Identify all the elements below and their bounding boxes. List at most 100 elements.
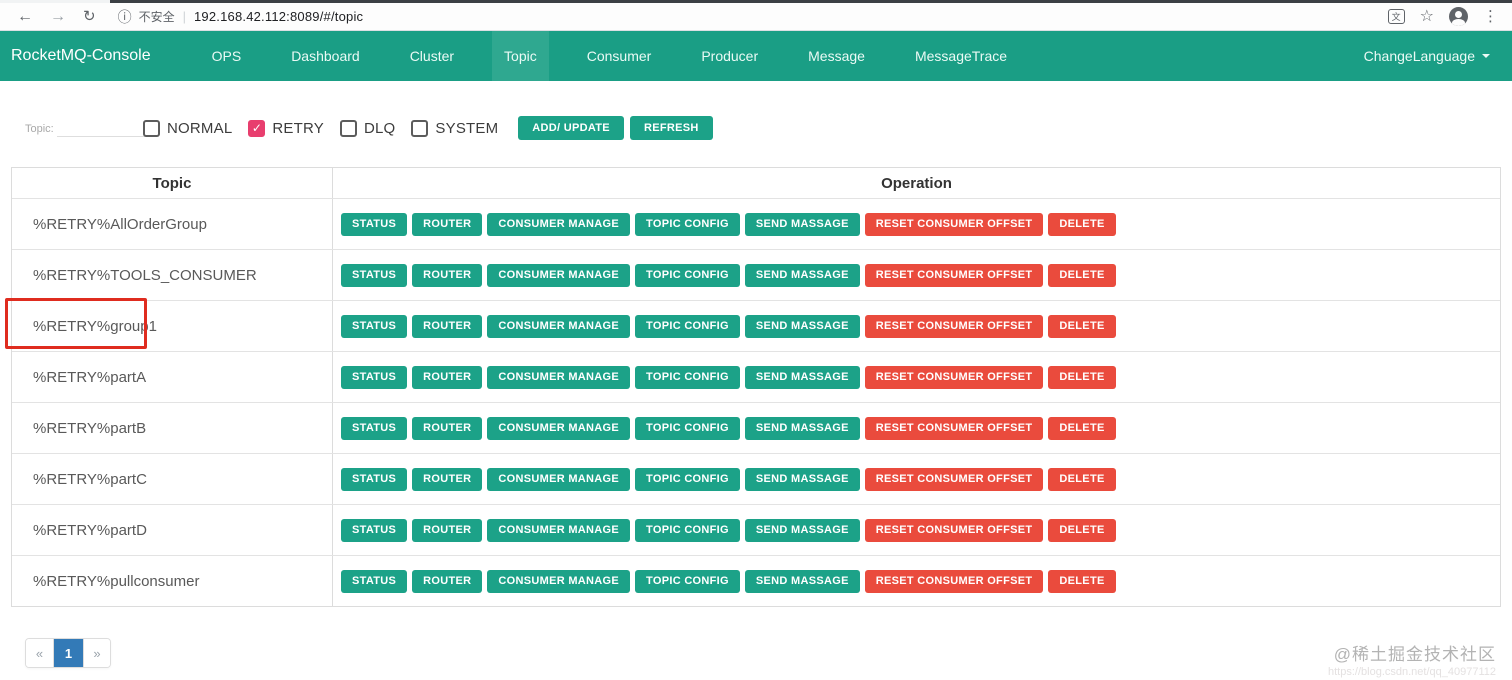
- filter-bar: Topic: NORMAL ✓ RETRY DLQ SYSTEM ADD/ UPDATE…: [25, 112, 713, 144]
- checkbox-label: DLQ: [363, 119, 396, 137]
- translate-icon[interactable]: 文: [1387, 9, 1405, 24]
- topic-config-button[interactable]: TOPIC CONFIG: [635, 518, 740, 542]
- nav-item-consumer[interactable]: Consumer: [586, 48, 652, 64]
- app-navbar: RocketMQ-Console OPS Dashboard Cluster Topi…: [0, 31, 1512, 81]
- url-separator: |: [182, 9, 186, 24]
- nav-item-message[interactable]: Message: [808, 48, 865, 64]
- send-massage-button[interactable]: SEND MASSAGE: [744, 263, 860, 287]
- topic-config-button[interactable]: TOPIC CONFIG: [635, 263, 740, 287]
- consumer-manage-button[interactable]: CONSUMER MANAGE: [487, 416, 631, 440]
- browser-reload-icon[interactable]: ↻: [83, 8, 96, 25]
- profile-avatar-icon[interactable]: [1449, 7, 1468, 26]
- nav-item-messagetrace[interactable]: MessageTrace: [914, 48, 1008, 64]
- send-massage-button[interactable]: SEND MASSAGE: [744, 416, 860, 440]
- consumer-manage-button[interactable]: CONSUMER MANAGE: [487, 518, 631, 542]
- nav-menu: OPS Dashboard Cluster Topic Consumer Producer…: [187, 31, 1032, 81]
- status-button[interactable]: STATUS: [341, 365, 408, 389]
- info-icon[interactable]: ⓘ: [117, 8, 132, 25]
- send-massage-button[interactable]: SEND MASSAGE: [744, 467, 860, 491]
- router-button[interactable]: ROUTER: [412, 416, 483, 440]
- router-button[interactable]: ROUTER: [412, 569, 483, 593]
- topic-config-button[interactable]: TOPIC CONFIG: [635, 365, 740, 389]
- filter-option-dlq[interactable]: DLQ: [339, 119, 396, 137]
- topic-search-input[interactable]: [56, 119, 147, 137]
- reset-consumer-offset-button[interactable]: RESET CONSUMER OFFSET: [864, 518, 1044, 542]
- reset-consumer-offset-button[interactable]: RESET CONSUMER OFFSET: [864, 212, 1044, 236]
- topic-config-button[interactable]: TOPIC CONFIG: [635, 467, 740, 491]
- consumer-manage-button[interactable]: CONSUMER MANAGE: [487, 314, 631, 338]
- reset-consumer-offset-button[interactable]: RESET CONSUMER OFFSET: [864, 416, 1044, 440]
- pagination-prev[interactable]: «: [26, 639, 53, 667]
- topic-config-button[interactable]: TOPIC CONFIG: [635, 314, 740, 338]
- consumer-manage-button[interactable]: CONSUMER MANAGE: [487, 212, 631, 236]
- status-button[interactable]: STATUS: [341, 212, 408, 236]
- nav-item-cluster[interactable]: Cluster: [409, 48, 455, 64]
- consumer-manage-button[interactable]: CONSUMER MANAGE: [487, 263, 631, 287]
- filter-option-retry[interactable]: ✓ RETRY: [248, 119, 324, 137]
- add-update-button[interactable]: ADD/ UPDATE: [518, 116, 624, 140]
- browser-menu-icon[interactable]: ⋮: [1483, 8, 1498, 25]
- filter-option-normal[interactable]: NORMAL: [143, 119, 232, 137]
- topic-config-button[interactable]: TOPIC CONFIG: [635, 569, 740, 593]
- table-row: %RETRY%partA STATUS ROUTER CONSUMER MANAGE…: [12, 351, 1500, 402]
- table-row: %RETRY%partB STATUS ROUTER CONSUMER MANAGE…: [12, 402, 1500, 453]
- refresh-button[interactable]: REFRESH: [629, 116, 713, 140]
- bookmark-star-icon[interactable]: ☆: [1419, 7, 1434, 25]
- topic-config-button[interactable]: TOPIC CONFIG: [635, 416, 740, 440]
- operation-cell: STATUS ROUTER CONSUMER MANAGE TOPIC CONFIG S…: [333, 301, 1500, 351]
- delete-button[interactable]: DELETE: [1048, 518, 1116, 542]
- reset-consumer-offset-button[interactable]: RESET CONSUMER OFFSET: [864, 569, 1044, 593]
- router-button[interactable]: ROUTER: [412, 467, 483, 491]
- status-button[interactable]: STATUS: [341, 569, 408, 593]
- status-button[interactable]: STATUS: [341, 416, 408, 440]
- nav-item-producer[interactable]: Producer: [701, 48, 759, 64]
- pagination-next[interactable]: »: [83, 639, 110, 667]
- address-bar[interactable]: ⓘ 不安全 | 192.168.42.112:8089/#/topic: [118, 7, 1388, 27]
- reset-consumer-offset-button[interactable]: RESET CONSUMER OFFSET: [864, 365, 1044, 389]
- send-massage-button[interactable]: SEND MASSAGE: [744, 569, 860, 593]
- filter-option-system[interactable]: SYSTEM: [411, 119, 498, 137]
- checkbox-system[interactable]: [411, 119, 429, 137]
- delete-button[interactable]: DELETE: [1048, 212, 1116, 236]
- topic-config-button[interactable]: TOPIC CONFIG: [635, 212, 740, 236]
- router-button[interactable]: ROUTER: [412, 263, 483, 287]
- consumer-manage-button[interactable]: CONSUMER MANAGE: [487, 467, 631, 491]
- status-button[interactable]: STATUS: [341, 518, 408, 542]
- brand-title[interactable]: RocketMQ-Console: [11, 47, 151, 64]
- change-language-menu[interactable]: ChangeLanguage: [1364, 31, 1490, 81]
- reset-consumer-offset-button[interactable]: RESET CONSUMER OFFSET: [864, 263, 1044, 287]
- table-row: %RETRY%partC STATUS ROUTER CONSUMER MANAGE…: [12, 453, 1500, 504]
- status-button[interactable]: STATUS: [341, 263, 408, 287]
- status-button[interactable]: STATUS: [341, 314, 408, 338]
- nav-item-dashboard[interactable]: Dashboard: [291, 48, 360, 64]
- delete-button[interactable]: DELETE: [1048, 416, 1116, 440]
- send-massage-button[interactable]: SEND MASSAGE: [744, 365, 860, 389]
- consumer-manage-button[interactable]: CONSUMER MANAGE: [487, 365, 631, 389]
- delete-button[interactable]: DELETE: [1048, 365, 1116, 389]
- browser-forward-icon[interactable]: →: [50, 7, 66, 25]
- reset-consumer-offset-button[interactable]: RESET CONSUMER OFFSET: [864, 314, 1044, 338]
- send-massage-button[interactable]: SEND MASSAGE: [744, 212, 860, 236]
- delete-button[interactable]: DELETE: [1048, 569, 1116, 593]
- router-button[interactable]: ROUTER: [412, 314, 483, 338]
- consumer-manage-button[interactable]: CONSUMER MANAGE: [487, 569, 631, 593]
- table-body: %RETRY%AllOrderGroup STATUS ROUTER CONSUME…: [12, 198, 1500, 606]
- delete-button[interactable]: DELETE: [1048, 314, 1116, 338]
- url-text[interactable]: 192.168.42.112:8089/#/topic: [193, 9, 364, 24]
- send-massage-button[interactable]: SEND MASSAGE: [744, 314, 860, 338]
- router-button[interactable]: ROUTER: [412, 212, 483, 236]
- delete-button[interactable]: DELETE: [1048, 263, 1116, 287]
- nav-item-ops[interactable]: OPS: [211, 48, 242, 64]
- router-button[interactable]: ROUTER: [412, 365, 483, 389]
- checkbox-dlq[interactable]: [339, 119, 357, 137]
- send-massage-button[interactable]: SEND MASSAGE: [744, 518, 860, 542]
- nav-item-topic[interactable]: Topic: [492, 31, 549, 81]
- checkbox-retry[interactable]: ✓: [248, 119, 266, 137]
- router-button[interactable]: ROUTER: [412, 518, 483, 542]
- pagination-page-1[interactable]: 1: [53, 639, 83, 667]
- delete-button[interactable]: DELETE: [1048, 467, 1116, 491]
- checkbox-normal[interactable]: [143, 119, 160, 137]
- browser-back-icon[interactable]: ←: [17, 7, 33, 25]
- reset-consumer-offset-button[interactable]: RESET CONSUMER OFFSET: [864, 467, 1044, 491]
- status-button[interactable]: STATUS: [341, 467, 408, 491]
